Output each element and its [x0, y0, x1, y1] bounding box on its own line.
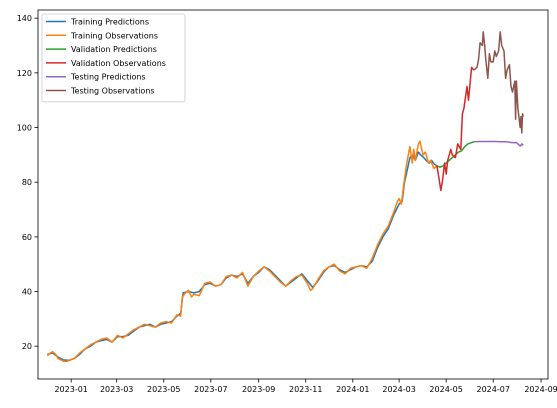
x-tick-label: 2024-09 [524, 385, 557, 394]
legend: Training Predictions Training Observation… [41, 13, 186, 103]
y-axis: 20 40 60 80 100 120 140 [17, 14, 38, 351]
y-tick-label: 60 [22, 233, 32, 242]
y-tick-label: 80 [22, 178, 32, 187]
x-tick-label: 2023-09 [242, 385, 275, 394]
series-layer [46, 31, 525, 362]
series-line-testing-observations [473, 31, 525, 134]
legend-label-training-predictions: Training Predictions [70, 18, 149, 27]
y-tick-label: 140 [17, 14, 32, 23]
x-tick-label: 2024-01 [336, 385, 369, 394]
series-line-testing-predictions [473, 140, 524, 147]
x-tick-label: 2024-07 [477, 385, 510, 394]
legend-box [41, 13, 186, 103]
x-tick-label: 2023-05 [147, 385, 180, 394]
legend-label-validation-observations: Validation Observations [71, 59, 166, 68]
y-tick-label: 20 [22, 342, 32, 351]
y-tick-label: 100 [17, 124, 32, 133]
x-axis: 2023-01 2023-03 2023-05 2023-07 2023-09 2023-… [54, 379, 557, 394]
legend-label-testing-observations: Testing Observations [70, 87, 155, 96]
legend-label-validation-predictions: Validation Predictions [71, 45, 157, 54]
x-tick-label: 2024-05 [429, 385, 462, 394]
y-tick-label: 120 [17, 69, 32, 78]
x-tick-label: 2023-03 [100, 385, 133, 394]
x-tick-label: 2023-07 [194, 385, 227, 394]
x-tick-label: 2024-03 [382, 385, 415, 394]
legend-label-testing-predictions: Testing Predictions [70, 73, 146, 82]
x-tick-label: 2023-11 [289, 385, 322, 394]
legend-label-training-observations: Training Observations [70, 31, 158, 40]
series-line-training-observations [46, 140, 438, 362]
plot-frame [37, 9, 549, 380]
series-line-validation-observations [436, 66, 475, 192]
y-tick-label: 40 [22, 288, 32, 297]
x-tick-label: 2023-01 [54, 385, 87, 394]
